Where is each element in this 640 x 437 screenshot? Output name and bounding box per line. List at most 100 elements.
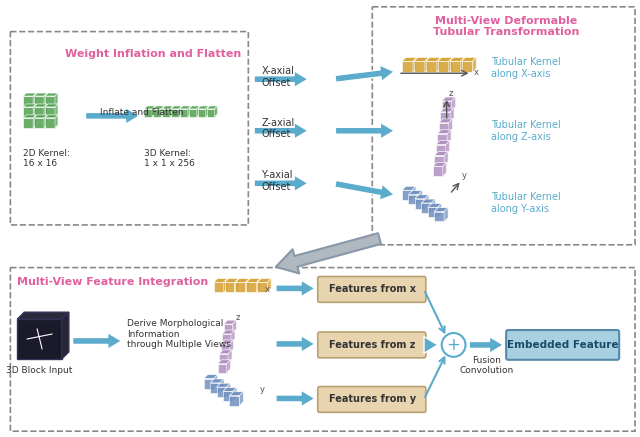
Polygon shape bbox=[220, 379, 224, 393]
Polygon shape bbox=[461, 57, 465, 72]
Polygon shape bbox=[231, 330, 235, 343]
Polygon shape bbox=[189, 109, 196, 117]
Polygon shape bbox=[461, 61, 472, 72]
Polygon shape bbox=[402, 190, 412, 200]
Polygon shape bbox=[55, 93, 58, 106]
Polygon shape bbox=[450, 57, 465, 61]
Polygon shape bbox=[222, 334, 231, 343]
Polygon shape bbox=[180, 106, 191, 109]
Text: Y-axial
Offset: Y-axial Offset bbox=[261, 170, 292, 192]
Polygon shape bbox=[461, 57, 476, 61]
Polygon shape bbox=[472, 57, 476, 72]
FancyArrowPatch shape bbox=[254, 71, 308, 87]
Polygon shape bbox=[205, 106, 209, 117]
Polygon shape bbox=[435, 212, 444, 222]
Polygon shape bbox=[414, 57, 429, 61]
Text: Multi-View Feature Integration: Multi-View Feature Integration bbox=[17, 277, 209, 288]
Polygon shape bbox=[428, 203, 442, 207]
Text: x: x bbox=[265, 285, 270, 295]
Polygon shape bbox=[225, 278, 239, 282]
Polygon shape bbox=[218, 360, 230, 364]
Polygon shape bbox=[239, 392, 243, 406]
FancyArrowPatch shape bbox=[276, 336, 315, 352]
Polygon shape bbox=[207, 109, 214, 117]
Text: x: x bbox=[474, 68, 479, 77]
Polygon shape bbox=[45, 96, 55, 106]
Polygon shape bbox=[34, 93, 47, 96]
Polygon shape bbox=[152, 106, 155, 117]
Polygon shape bbox=[438, 57, 452, 61]
Text: Derive Morphological
Information
through Multiple Views: Derive Morphological Information through… bbox=[127, 319, 231, 349]
Text: Features from x: Features from x bbox=[329, 284, 416, 295]
FancyArrowPatch shape bbox=[276, 233, 381, 274]
Polygon shape bbox=[179, 106, 182, 117]
FancyArrowPatch shape bbox=[335, 180, 394, 201]
Polygon shape bbox=[34, 96, 44, 106]
Polygon shape bbox=[221, 344, 230, 353]
FancyArrowPatch shape bbox=[86, 108, 140, 124]
Polygon shape bbox=[223, 278, 227, 292]
Polygon shape bbox=[34, 115, 47, 118]
Polygon shape bbox=[170, 106, 173, 117]
Text: y: y bbox=[260, 385, 265, 394]
Polygon shape bbox=[233, 388, 237, 401]
Polygon shape bbox=[153, 109, 161, 117]
Polygon shape bbox=[227, 360, 230, 373]
Circle shape bbox=[442, 333, 465, 357]
Polygon shape bbox=[219, 350, 232, 354]
Polygon shape bbox=[223, 324, 232, 333]
Polygon shape bbox=[256, 278, 260, 292]
Polygon shape bbox=[444, 208, 448, 222]
FancyBboxPatch shape bbox=[506, 330, 619, 360]
Polygon shape bbox=[216, 387, 227, 397]
Text: 3D Kernel:
1 x 1 x 256: 3D Kernel: 1 x 1 x 256 bbox=[144, 149, 195, 168]
Polygon shape bbox=[227, 383, 230, 397]
Polygon shape bbox=[438, 123, 449, 133]
Polygon shape bbox=[440, 112, 450, 122]
FancyArrowPatch shape bbox=[335, 65, 394, 82]
Polygon shape bbox=[223, 388, 237, 392]
Polygon shape bbox=[435, 156, 444, 166]
Polygon shape bbox=[435, 208, 448, 212]
Polygon shape bbox=[153, 106, 164, 109]
Polygon shape bbox=[210, 383, 220, 393]
Polygon shape bbox=[234, 278, 239, 292]
FancyArrowPatch shape bbox=[335, 122, 394, 139]
Polygon shape bbox=[23, 96, 33, 106]
Polygon shape bbox=[219, 354, 228, 363]
Polygon shape bbox=[421, 203, 431, 213]
Polygon shape bbox=[204, 378, 214, 388]
Polygon shape bbox=[236, 282, 245, 292]
Polygon shape bbox=[144, 109, 152, 117]
Polygon shape bbox=[45, 115, 58, 118]
Polygon shape bbox=[402, 186, 416, 190]
Text: Tubular Kernel
along Y-axis: Tubular Kernel along Y-axis bbox=[492, 192, 561, 214]
Text: 3D Block Input: 3D Block Input bbox=[6, 366, 72, 375]
Polygon shape bbox=[232, 320, 236, 333]
Polygon shape bbox=[207, 106, 218, 109]
Polygon shape bbox=[223, 392, 233, 401]
Polygon shape bbox=[230, 392, 243, 395]
Polygon shape bbox=[44, 104, 47, 117]
Polygon shape bbox=[216, 383, 230, 387]
Polygon shape bbox=[204, 375, 218, 378]
Polygon shape bbox=[414, 61, 425, 72]
Polygon shape bbox=[433, 166, 443, 177]
Polygon shape bbox=[408, 194, 419, 205]
Polygon shape bbox=[214, 106, 218, 117]
Polygon shape bbox=[44, 93, 47, 106]
Polygon shape bbox=[171, 106, 182, 109]
Polygon shape bbox=[45, 104, 58, 107]
Polygon shape bbox=[245, 278, 250, 292]
Polygon shape bbox=[189, 106, 200, 109]
Polygon shape bbox=[23, 93, 36, 96]
Text: X-axial
Offset: X-axial Offset bbox=[261, 66, 294, 88]
Polygon shape bbox=[222, 330, 235, 334]
Polygon shape bbox=[161, 106, 164, 117]
Text: y: y bbox=[461, 171, 467, 180]
Polygon shape bbox=[421, 199, 435, 203]
Polygon shape bbox=[214, 282, 223, 292]
Text: Features from z: Features from z bbox=[329, 340, 415, 350]
Polygon shape bbox=[402, 61, 413, 72]
Polygon shape bbox=[438, 61, 449, 72]
